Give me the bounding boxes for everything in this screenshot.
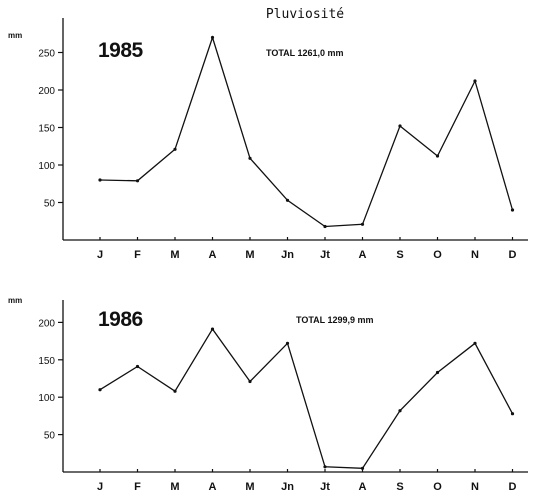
y-tick-label: 150 — [38, 356, 55, 367]
x-tick-label: A — [209, 481, 217, 493]
chart-year-1986: 1986 — [98, 308, 143, 331]
x-tick-label: D — [509, 249, 517, 261]
data-point — [398, 124, 402, 128]
x-tick-label: S — [396, 249, 403, 261]
x-tick-label: D — [509, 481, 517, 493]
x-tick-label: Jt — [320, 481, 330, 493]
data-point — [323, 224, 327, 229]
x-tick-label: Jn — [281, 249, 294, 261]
total-annotation-1985: TOTAL 1261,0 mm — [266, 48, 344, 58]
data-point — [98, 388, 102, 392]
data-point — [98, 178, 102, 182]
y-tick-label: 100 — [38, 161, 55, 172]
x-tick-label: N — [471, 249, 479, 261]
y-tick-label: 250 — [38, 49, 55, 60]
y-unit-label-1986: mm — [8, 296, 22, 305]
data-point — [285, 198, 290, 202]
rainfall-line-1986 — [99, 327, 514, 469]
x-tick-label: F — [134, 249, 141, 261]
x-tick-label: M — [170, 249, 179, 261]
x-tick-label: M — [245, 481, 254, 493]
data-point — [285, 341, 290, 345]
data-point — [210, 327, 215, 331]
y-tick-label: 200 — [38, 318, 55, 329]
chart-year-1985: 1985 — [98, 39, 144, 62]
data-point — [360, 222, 365, 226]
data-point — [435, 154, 440, 158]
x-tick-label: Jt — [320, 249, 330, 261]
data-point — [398, 409, 402, 413]
data-point — [173, 147, 177, 151]
x-tick-label: F — [134, 481, 141, 493]
x-tick-label: Jn — [281, 481, 294, 493]
x-tick-label: O — [433, 481, 442, 493]
y-tick-label: 100 — [38, 393, 55, 404]
y-tick-label: 150 — [38, 124, 55, 135]
figure-title: Pluviosité — [266, 7, 344, 22]
x-tick-label: J — [97, 481, 103, 493]
data-point — [473, 79, 477, 83]
data-point — [323, 465, 327, 469]
data-point — [173, 389, 177, 393]
data-point — [210, 35, 215, 40]
x-tick-label: S — [396, 481, 403, 493]
y-unit-label-1985: mm — [8, 31, 22, 40]
y-tick-label: 50 — [44, 199, 56, 210]
data-point — [510, 208, 515, 212]
data-point — [135, 179, 140, 183]
x-tick-label: A — [359, 249, 367, 261]
data-point — [248, 379, 252, 384]
x-tick-label: N — [471, 481, 479, 493]
x-tick-label: A — [209, 249, 217, 261]
x-tick-label: A — [359, 481, 367, 493]
y-tick-label: 50 — [44, 431, 56, 442]
x-tick-label: M — [245, 249, 254, 261]
data-point — [248, 156, 252, 160]
x-tick-label: M — [170, 481, 179, 493]
data-point — [473, 341, 477, 345]
chart-1986: mm 1986 TOTAL 1299,9 mm 50 100 150 200 J F M A… — [8, 296, 528, 493]
data-point — [135, 364, 140, 369]
y-tick-label: 200 — [38, 86, 55, 97]
data-point — [435, 370, 440, 375]
x-tick-label: O — [433, 249, 442, 261]
rainfall-line-1985 — [99, 35, 514, 228]
x-tick-label: J — [97, 249, 103, 261]
data-point — [360, 466, 365, 470]
data-point — [510, 412, 515, 416]
chart-1985: mm 1985 TOTAL 1261,0 mm 50 100 150 200 250 J… — [8, 18, 528, 261]
total-annotation-1986: TOTAL 1299,9 mm — [296, 315, 374, 325]
